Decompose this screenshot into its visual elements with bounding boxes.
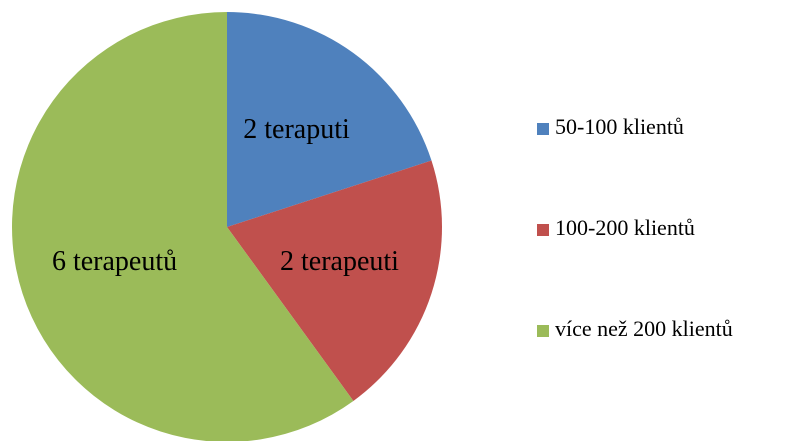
legend-swatch bbox=[537, 123, 549, 135]
pie-slice bbox=[227, 12, 432, 227]
slice-label: 2 terapeuti bbox=[280, 246, 399, 277]
slice-label: 2 teraputi bbox=[243, 114, 350, 145]
slice-label: 6 terapeutů bbox=[52, 246, 177, 277]
legend-label: 50-100 klientů bbox=[555, 114, 684, 139]
pie-slice bbox=[12, 12, 354, 441]
legend-label: více než 200 klientů bbox=[555, 316, 733, 341]
pie-slice bbox=[227, 160, 442, 401]
legend-label: 100-200 klientů bbox=[555, 215, 695, 240]
legend-swatch bbox=[537, 224, 549, 236]
legend-swatch bbox=[537, 325, 549, 337]
